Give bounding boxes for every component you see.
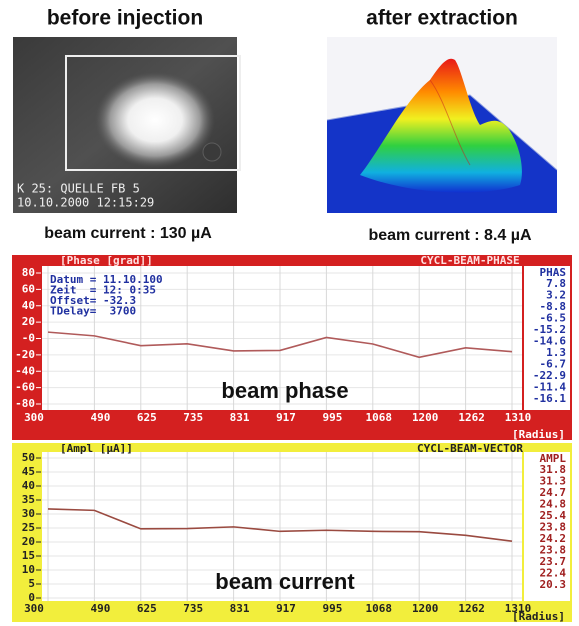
y-tick-label: 25 [22, 521, 35, 534]
panel-title: before injection [47, 7, 203, 30]
x-tick-label: 917 [276, 602, 296, 615]
x-tick-label: 1200 [412, 602, 439, 615]
x-tick-label: 735 [183, 411, 203, 424]
y-tick-label: 50 [22, 451, 35, 464]
value-label: 20.3 [540, 578, 567, 591]
y-tick-label: 60 [22, 282, 35, 295]
camera-image: K 25: QUELLE FB 5 10.10.2000 12:15:29 [13, 37, 240, 213]
y-tick-label: 40 [22, 299, 35, 312]
x-tick-label: 625 [137, 602, 157, 615]
y-axis-label: [Phase [grad]] [60, 254, 153, 267]
y-tick-label: 35 [22, 493, 35, 506]
panel-caption: beam current : 130 µA [44, 225, 212, 242]
y-tick-label: 30 [22, 507, 35, 520]
x-tick-label: 1262 [458, 411, 485, 424]
x-tick-label: 300 [24, 411, 44, 424]
y-tick-label: 45 [22, 465, 35, 478]
overlay-text: K 25: QUELLE FB 5 [17, 182, 140, 196]
x-tick-label: 917 [276, 411, 296, 424]
surface-image [327, 37, 557, 213]
x-tick-label: 1310 [505, 411, 532, 424]
x-tick-label: 1068 [366, 602, 393, 615]
panel-title: after extraction [366, 7, 518, 30]
x-tick-label: 490 [90, 411, 110, 424]
y-tick-label: 10 [22, 563, 35, 576]
x-tick-label: 1262 [458, 602, 485, 615]
x-tick-label: 625 [137, 411, 157, 424]
y-axis-label: [Ampl [µA]] [60, 442, 133, 455]
y-tick-label: 80 [22, 266, 35, 279]
x-tick-label: 300 [24, 602, 44, 615]
x-axis-label: [Radius] [512, 428, 565, 441]
overlay-text: 10.10.2000 12:15:29 [17, 196, 154, 210]
x-tick-label: 490 [90, 602, 110, 615]
panel-caption: beam current : 8.4 µA [368, 227, 531, 244]
y-tick-label: 5 [28, 577, 35, 590]
x-tick-label: 735 [183, 602, 203, 615]
chart-title: CYCL-BEAM-PHASE [420, 254, 519, 267]
y-tick-label: -0 [22, 332, 35, 345]
x-tick-label: 995 [322, 602, 342, 615]
info-text: TDelay= 3700 [50, 305, 136, 318]
y-tick-label: -80 [15, 397, 35, 410]
y-tick-label: 15 [22, 549, 35, 562]
y-tick-label: -40 [15, 364, 35, 377]
x-tick-label: 831 [230, 411, 250, 424]
annotation: beam current [215, 569, 355, 594]
figure: before injection after extraction K 25: … [0, 0, 579, 626]
y-tick-label: 20 [22, 535, 35, 548]
y-tick-label: -60 [15, 381, 35, 394]
chart-title: CYCL-BEAM-VECTOR [417, 442, 523, 455]
x-tick-label: 995 [322, 411, 342, 424]
y-tick-label: -20 [15, 348, 35, 361]
y-tick-label: 20 [22, 315, 35, 328]
x-tick-label: 1068 [366, 411, 393, 424]
x-tick-label: 1200 [412, 411, 439, 424]
value-label: -16.1 [533, 392, 566, 405]
x-axis-label: [Radius] [512, 610, 565, 623]
annotation: beam phase [221, 378, 348, 403]
y-tick-label: 40 [22, 479, 35, 492]
x-tick-label: 831 [230, 602, 250, 615]
